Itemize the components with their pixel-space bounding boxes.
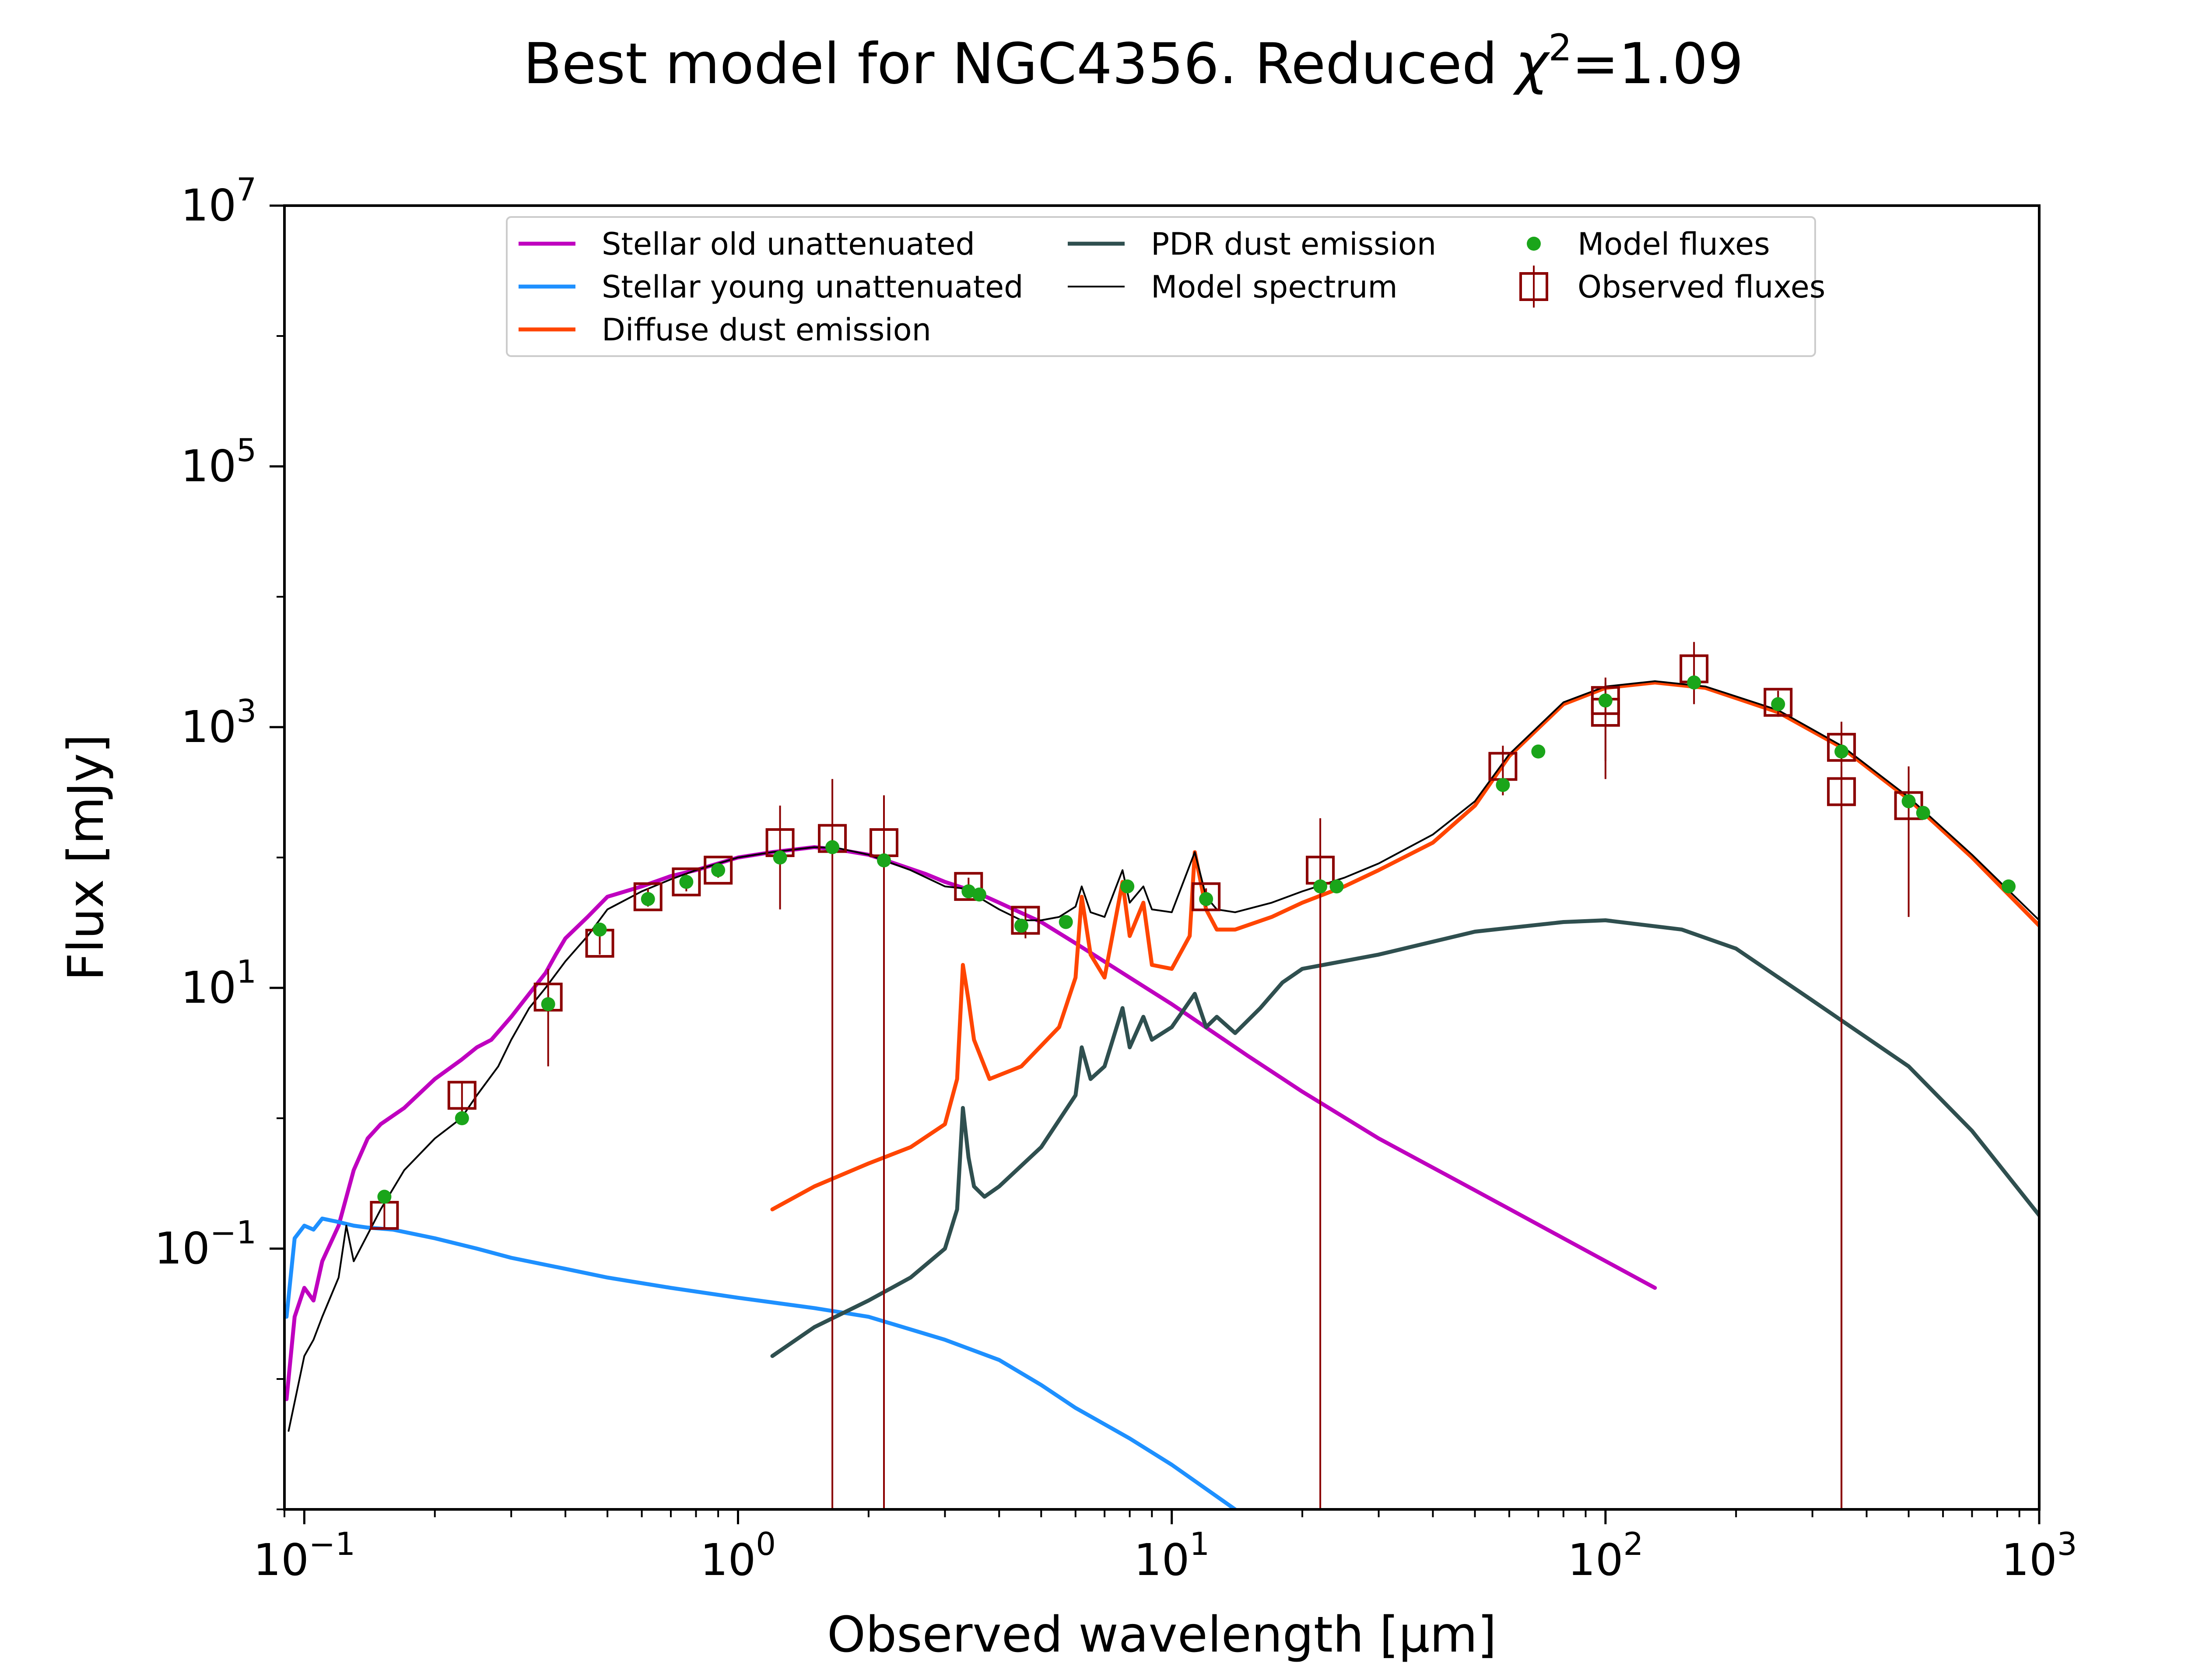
model-flux-point	[961, 884, 976, 899]
model-flux-point	[1059, 915, 1073, 929]
observed-flux-point	[1894, 791, 1923, 820]
model-markers-layer	[377, 675, 2016, 1204]
observed-flux-point	[447, 1081, 477, 1110]
legend-observed-fluxes-label: Observed fluxes	[1578, 269, 1825, 305]
legend: Stellar old unattenuated Stellar young un…	[506, 216, 1825, 357]
observed-flux-point	[704, 855, 733, 885]
x-tick-label: 102	[1567, 1526, 1643, 1586]
model-flux-point	[773, 850, 787, 864]
model-flux-point	[377, 1190, 392, 1204]
x-axis: 10−1 100 101 102 103	[253, 1509, 2077, 1586]
model-flux-point	[1531, 744, 1546, 759]
model-flux-point	[1771, 697, 1785, 711]
stellar-old-unattenuated-line	[284, 845, 1657, 1401]
x-tick-label: 10−1	[253, 1526, 355, 1586]
stellar-young-unattenuated-line	[284, 1216, 1237, 1509]
observed-flux-point	[672, 867, 701, 896]
x-axis-label: Observed wavelength [μm]	[827, 1606, 1497, 1663]
y-tick-label: 105	[181, 432, 256, 492]
model-flux-point	[2002, 879, 2016, 894]
legend-model-fluxes-marker	[1527, 237, 1541, 251]
model-flux-point	[1901, 794, 1916, 808]
legend-model-fluxes-label: Model fluxes	[1578, 226, 1770, 262]
observed-flux-point	[1591, 686, 1620, 715]
model-flux-point	[679, 875, 694, 889]
y-tick-label: 103	[181, 693, 256, 752]
model-flux-point	[1598, 693, 1613, 708]
model-flux-point	[1687, 675, 1701, 690]
y-tick-label: 101	[181, 953, 256, 1013]
x-tick-label: 100	[700, 1526, 776, 1586]
y-tick-label: 10−1	[154, 1214, 256, 1274]
observed-flux-point	[1011, 906, 1040, 935]
observed-flux-point	[954, 872, 983, 901]
legend-pdr-dust-emission-label: PDR dust emission	[1151, 226, 1436, 262]
model-spectrum-line	[288, 680, 2039, 1432]
observed-flux-point	[1827, 777, 1856, 806]
model-flux-point	[1916, 805, 1930, 820]
x-tick-label: 101	[1134, 1526, 1210, 1586]
y-axis-label: Flux [mJy]	[58, 734, 115, 981]
model-flux-point	[711, 863, 726, 877]
model-flux-point	[972, 887, 986, 902]
chart-title: Best model for NGC4356. Reduced χ2=1.09	[523, 26, 1743, 97]
y-tick-label: 107	[181, 171, 256, 231]
model-flux-point	[877, 853, 891, 868]
observed-flux-point	[1827, 733, 1856, 762]
observed-flux-point	[1192, 882, 1221, 911]
model-flux-point	[455, 1111, 469, 1125]
model-flux-point	[825, 840, 840, 854]
model-flux-point	[641, 892, 655, 906]
legend-stellar-young-unattenuated-label: Stellar young unattenuated	[602, 269, 1024, 305]
model-flux-point	[1834, 744, 1849, 759]
observed-flux-point	[1764, 688, 1793, 717]
errorbars-layer	[383, 642, 1910, 1509]
legend-diffuse-dust-emission-label: Diffuse dust emission	[602, 312, 931, 348]
model-flux-point	[593, 922, 607, 937]
pdr-dust-emission-line	[770, 918, 2039, 1358]
model-flux-point	[541, 997, 555, 1012]
observed-flux-point	[633, 882, 663, 911]
x-tick-label: 103	[2001, 1526, 2077, 1586]
legend-model-spectrum-label: Model spectrum	[1151, 269, 1398, 305]
y-axis: 10−1 101 103 105 107	[154, 171, 284, 1510]
model-flux-point	[1329, 879, 1344, 894]
model-flux-point	[1199, 892, 1213, 906]
model-flux-point	[1014, 918, 1028, 933]
model-flux-point	[1120, 879, 1135, 894]
model-flux-point	[1496, 778, 1510, 792]
model-flux-point	[1313, 879, 1328, 894]
legend-box	[506, 216, 1816, 357]
legend-stellar-old-unattenuated-label: Stellar old unattenuated	[602, 226, 975, 262]
